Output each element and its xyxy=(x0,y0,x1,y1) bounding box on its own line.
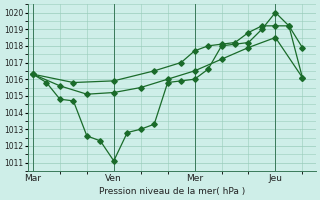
X-axis label: Pression niveau de la mer( hPa ): Pression niveau de la mer( hPa ) xyxy=(99,187,245,196)
